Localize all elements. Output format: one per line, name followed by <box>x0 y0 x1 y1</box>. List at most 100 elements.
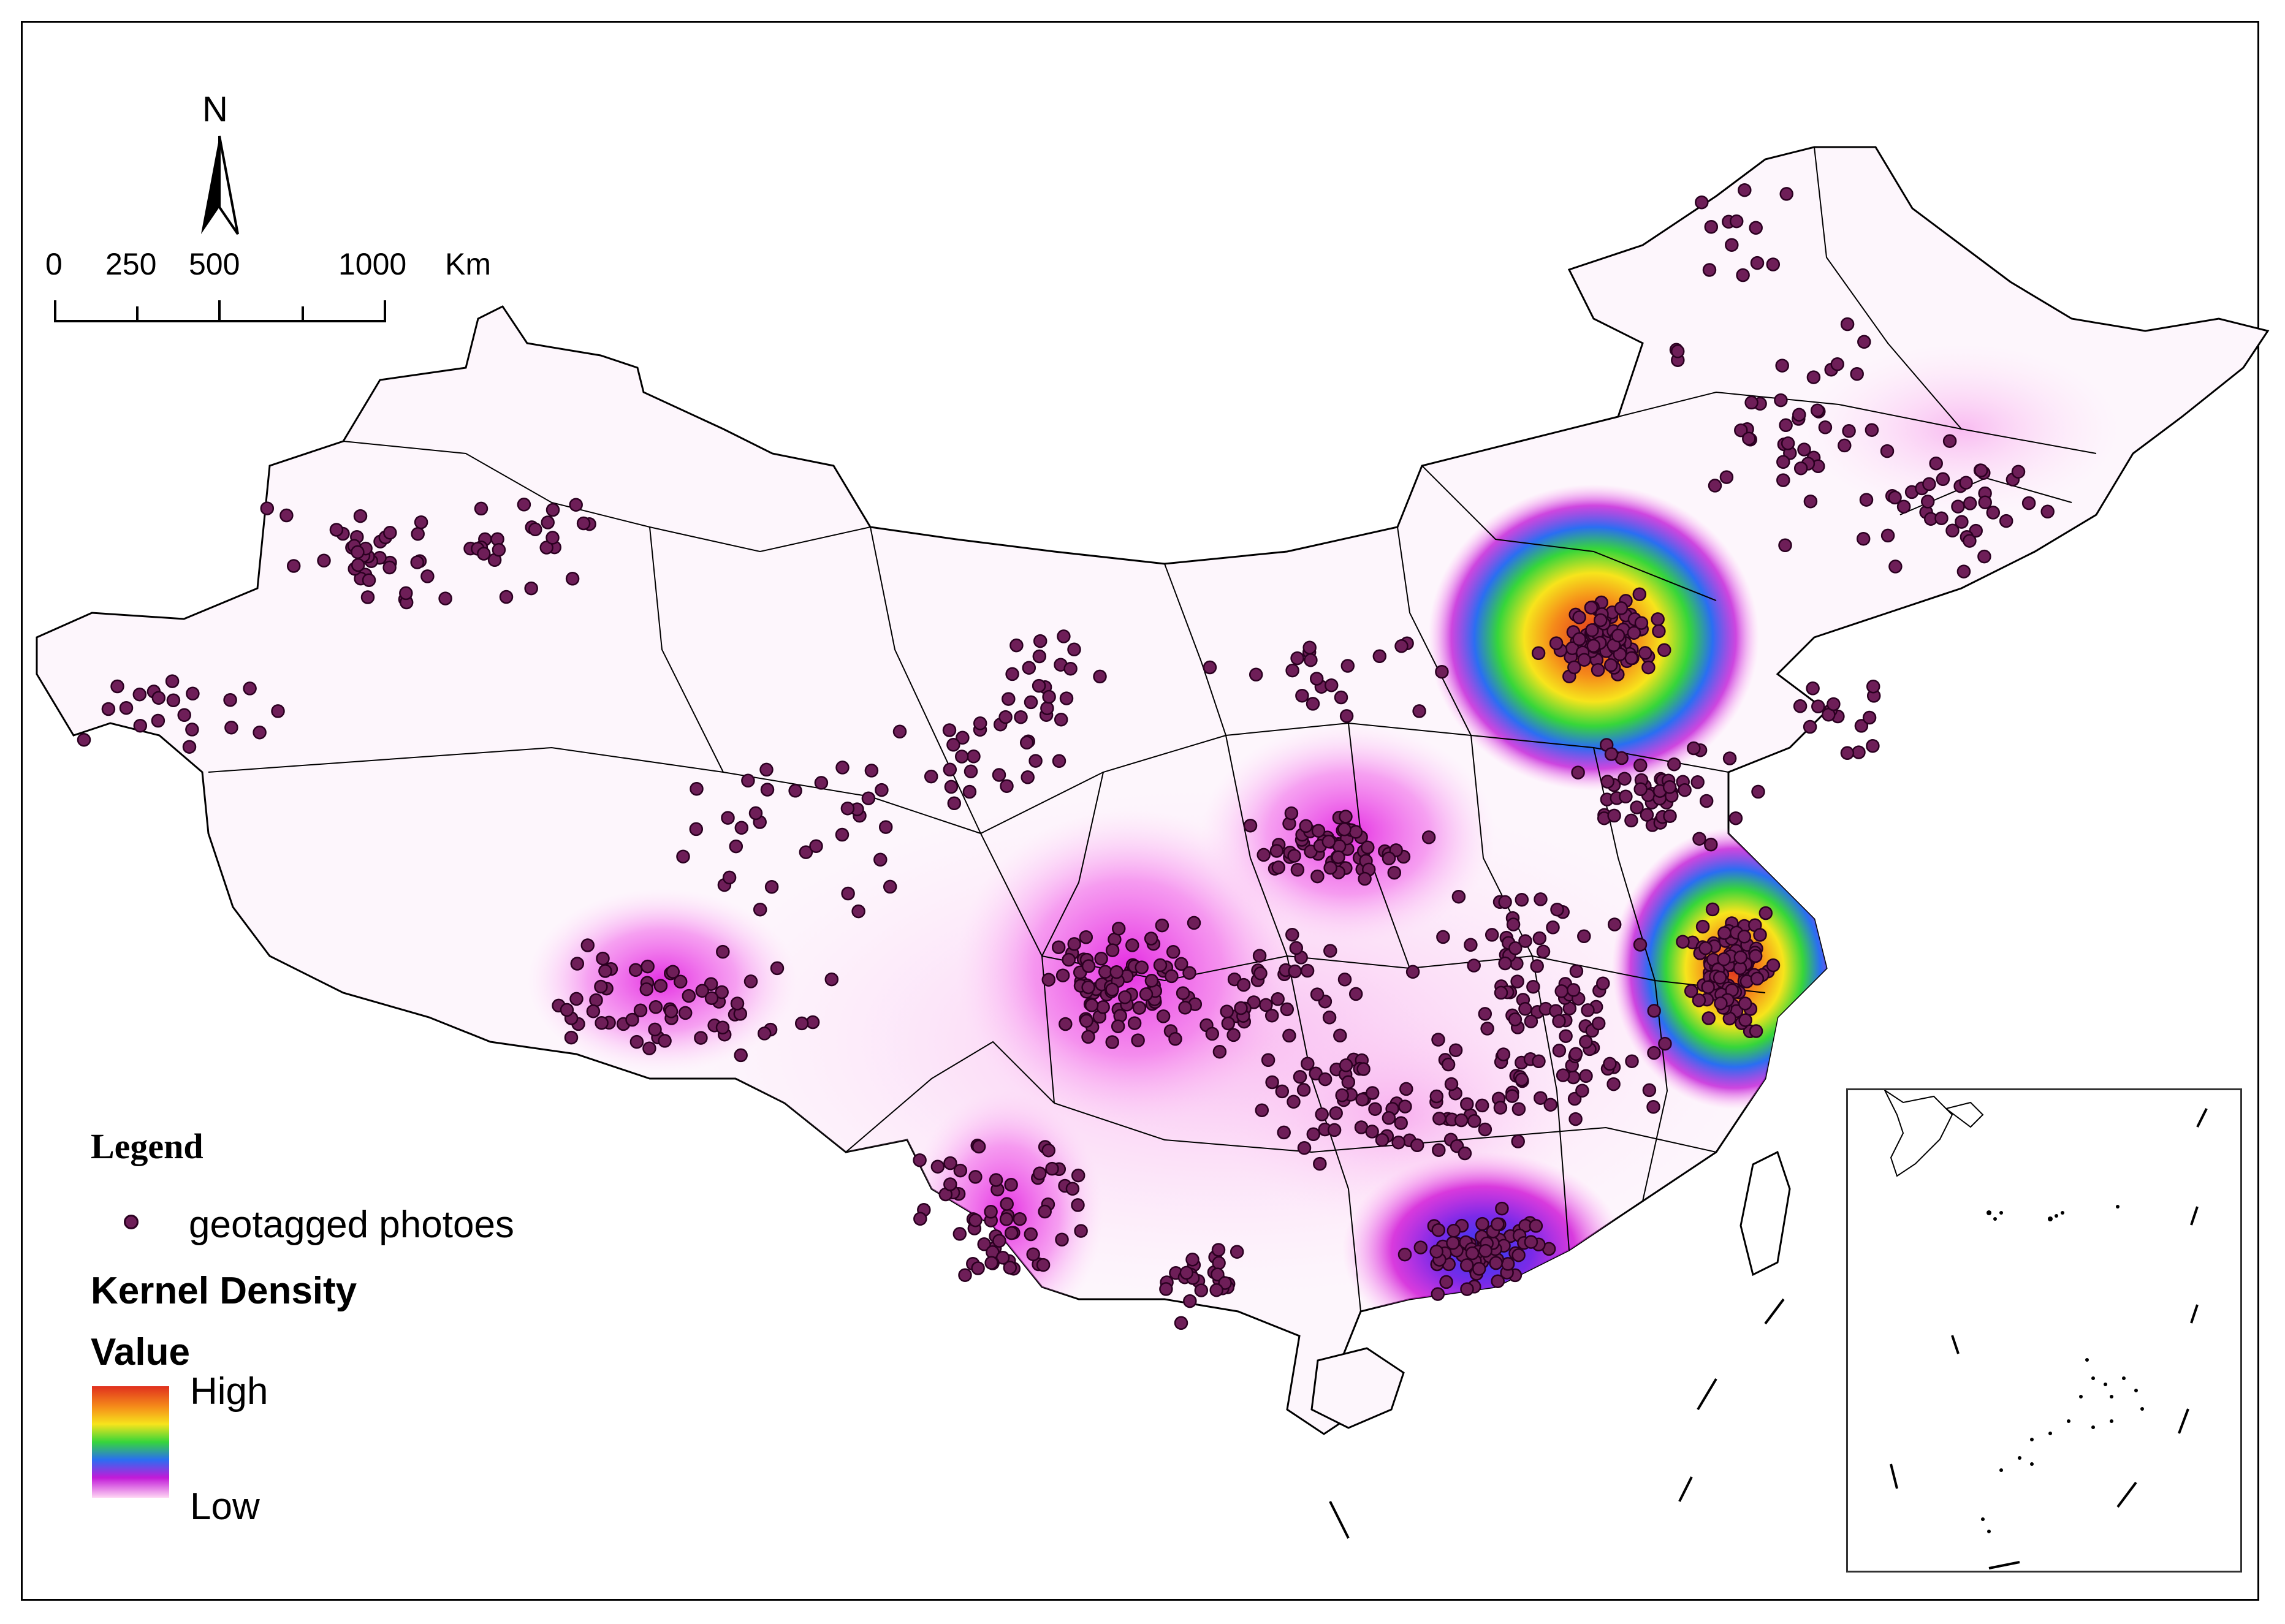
photo-point <box>517 498 531 512</box>
photo-point <box>1524 1235 1538 1249</box>
photo-point <box>913 1153 927 1167</box>
photo-point <box>1505 1089 1519 1103</box>
photo-point <box>1640 808 1654 822</box>
photo-point <box>716 944 730 959</box>
photo-point <box>1619 789 1633 804</box>
photo-point <box>1431 1287 1445 1301</box>
photo-point <box>992 768 1006 782</box>
photo-point <box>1264 1008 1279 1023</box>
photo-point <box>1742 431 1756 446</box>
photo-point <box>1531 646 1546 661</box>
photo-point <box>943 1177 957 1191</box>
photo-point <box>930 1159 945 1174</box>
photo-point <box>1187 916 1201 930</box>
photo-point <box>569 498 583 512</box>
photo-point <box>1568 1112 1583 1126</box>
photo-point <box>1467 958 1481 973</box>
photo-point <box>814 776 829 790</box>
photo-point <box>1139 987 1154 1001</box>
photo-point <box>1065 1182 1080 1196</box>
photo-point <box>954 749 969 764</box>
photo-point <box>1041 973 1056 987</box>
photo-point <box>1431 1033 1445 1047</box>
photo-point <box>1641 660 1656 675</box>
photo-point <box>1956 564 1971 579</box>
photo-point <box>1412 704 1426 718</box>
photo-point <box>492 542 506 557</box>
photo-point <box>260 501 275 515</box>
photo-point <box>570 957 585 971</box>
photo-point <box>1236 977 1251 992</box>
photo-point <box>586 1004 601 1019</box>
density-color-ramp <box>92 1386 169 1498</box>
photo-point <box>1701 980 1715 994</box>
photo-point <box>1518 1002 1532 1016</box>
photo-point <box>317 553 331 568</box>
photo-point <box>1421 830 1436 844</box>
photo-point <box>1135 960 1149 974</box>
photo-point <box>971 1261 985 1275</box>
photo-point <box>1000 779 1014 793</box>
photo-point <box>1811 699 1825 714</box>
photo-point <box>1230 1245 1244 1259</box>
photo-point <box>1549 636 1564 650</box>
photo-point <box>1331 850 1345 864</box>
photo-point <box>864 764 879 778</box>
photo-point <box>1081 980 1095 995</box>
photo-point <box>1657 643 1671 658</box>
photo-point <box>1356 1062 1371 1076</box>
legend-value-title: Value <box>91 1331 190 1373</box>
photo-point <box>1515 892 1529 907</box>
photo-point <box>943 762 957 777</box>
photo-point <box>1692 832 1706 846</box>
photo-point <box>722 870 737 885</box>
scale-tick-1000: 1000 <box>338 247 407 281</box>
photo-point <box>1285 927 1299 942</box>
photo-point <box>1054 712 1068 727</box>
photo-point <box>695 984 709 998</box>
photo-point <box>596 951 610 966</box>
photo-point <box>1842 424 1856 438</box>
photo-point <box>1212 1256 1226 1270</box>
photo-point <box>1059 1017 1073 1031</box>
photo-point <box>673 974 688 989</box>
photo-point <box>539 541 553 555</box>
photo-point <box>1778 538 1792 553</box>
photo-point <box>1178 1001 1192 1015</box>
photo-point <box>1209 1283 1223 1297</box>
photo-point <box>1211 1267 1225 1281</box>
photo-point <box>1627 626 1641 640</box>
photo-point <box>1255 1103 1269 1117</box>
photo-point <box>1105 982 1119 996</box>
photo-point <box>1888 490 1902 505</box>
inset-islands <box>1981 1205 2144 1533</box>
photo-point <box>1365 1086 1380 1100</box>
photo-point <box>1559 1029 1573 1043</box>
photo-point <box>1372 649 1387 664</box>
photo-point <box>1667 757 1681 772</box>
photo-point <box>1055 968 1070 982</box>
photo-point-symbol <box>124 1215 139 1229</box>
photo-point <box>875 783 889 797</box>
photo-point <box>730 996 745 1011</box>
legend-point-label: geotagged photoes <box>189 1204 514 1246</box>
photo-point <box>1111 1019 1125 1033</box>
photo-point <box>1603 658 1618 672</box>
photo-point <box>1271 992 1285 1006</box>
photo-point <box>1183 1294 1197 1308</box>
photo-point <box>1387 865 1402 880</box>
photo-point <box>382 560 397 575</box>
photo-point <box>999 1212 1014 1226</box>
photo-point <box>664 1004 679 1019</box>
photo-point <box>1945 523 1960 538</box>
photo-point <box>1478 1243 1492 1258</box>
inset-coastline <box>1883 1088 1953 1177</box>
photo-point <box>1866 679 1880 694</box>
photo-point <box>1081 959 1096 973</box>
photo-point <box>1572 610 1586 624</box>
photo-point <box>1584 601 1599 615</box>
photo-point <box>410 555 424 569</box>
photo-point <box>1441 1057 1456 1072</box>
sea-boundary-marks <box>1329 1298 1785 1539</box>
photo-point <box>1339 709 1354 723</box>
